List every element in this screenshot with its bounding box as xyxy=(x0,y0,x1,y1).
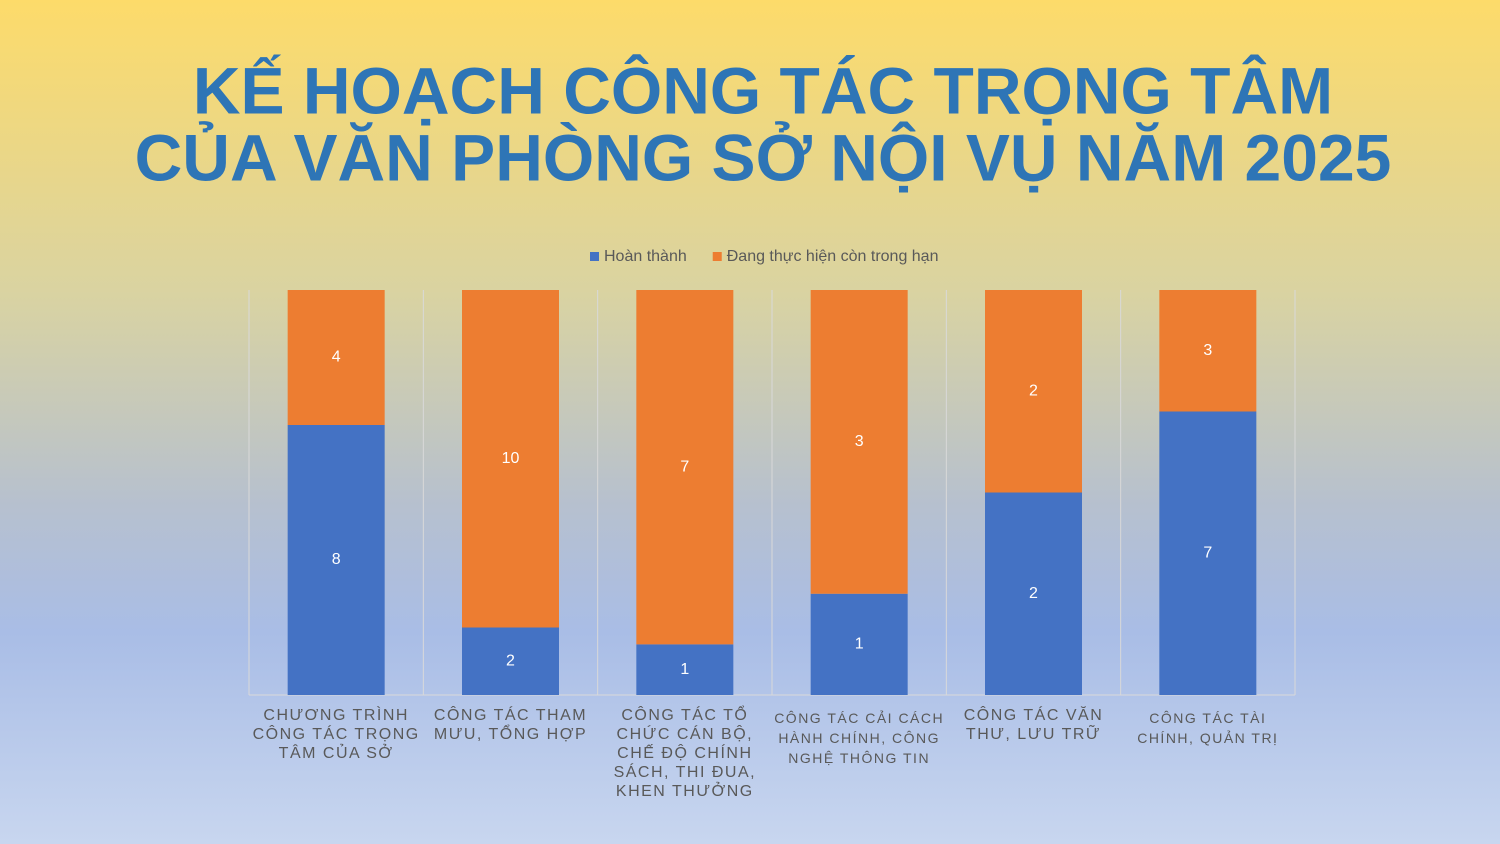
x-tick-label: CÔNG TÁC VĂN THƯ, LƯU TRỮ xyxy=(963,707,1104,743)
data-label: 7 xyxy=(1203,544,1212,561)
bar-segment xyxy=(1159,290,1257,412)
legend-label: Hoàn thành xyxy=(604,248,687,265)
data-label: 3 xyxy=(1203,342,1212,359)
bar-segment xyxy=(287,425,385,695)
bar-segment xyxy=(462,627,559,695)
legend-swatch xyxy=(590,252,599,261)
data-label: 3 xyxy=(855,433,864,450)
bar-segment xyxy=(636,290,734,645)
bar-segment xyxy=(1159,411,1257,695)
data-label: 7 xyxy=(680,458,689,475)
chart-title: CỦA VĂN PHÒNG SỞ NỘI VỤ NĂM 2025 xyxy=(135,120,1392,194)
bar-segment xyxy=(810,290,908,594)
bar-segment xyxy=(810,593,908,695)
data-label: 2 xyxy=(506,652,515,669)
bar-segment xyxy=(636,644,734,695)
data-label: 8 xyxy=(332,551,341,568)
data-label: 10 xyxy=(502,450,520,467)
bar-segment xyxy=(287,290,385,425)
chart-title: KẾ HOẠCH CÔNG TÁC TRỌNG TÂM xyxy=(193,53,1333,127)
data-label: 1 xyxy=(680,661,689,678)
x-tick-label: CÔNG TÁC TÀI CHÍNH, QUẢN TRỊ xyxy=(1137,710,1279,746)
bar-segment xyxy=(985,492,1082,695)
data-label: 4 xyxy=(332,349,341,366)
x-tick-label: CÔNG TÁC TỔ CHỨC CÁN BỘ, CHẾ ĐỘ CHÍNH SÁ… xyxy=(613,707,757,800)
legend-label: Đang thực hiện còn trong hạn xyxy=(727,248,939,265)
data-label: 1 xyxy=(855,636,864,653)
legend-swatch xyxy=(712,252,722,261)
bar-segment xyxy=(462,290,559,628)
data-label: 2 xyxy=(1029,585,1038,602)
bar-segment xyxy=(985,290,1082,493)
data-label: 2 xyxy=(1029,382,1038,399)
x-tick-label: CÔNG TÁC CẢI CÁCH HÀNH CHÍNH, CÔNG NGHỆ … xyxy=(774,710,945,766)
x-tick-label: CÔNG TÁC THAM MƯU, TỔNG HỢP xyxy=(433,707,588,743)
x-tick-label: CHƯƠNG TRÌNH CÔNG TÁC TRỌNG TÂM CỦA SỞ xyxy=(252,707,420,762)
